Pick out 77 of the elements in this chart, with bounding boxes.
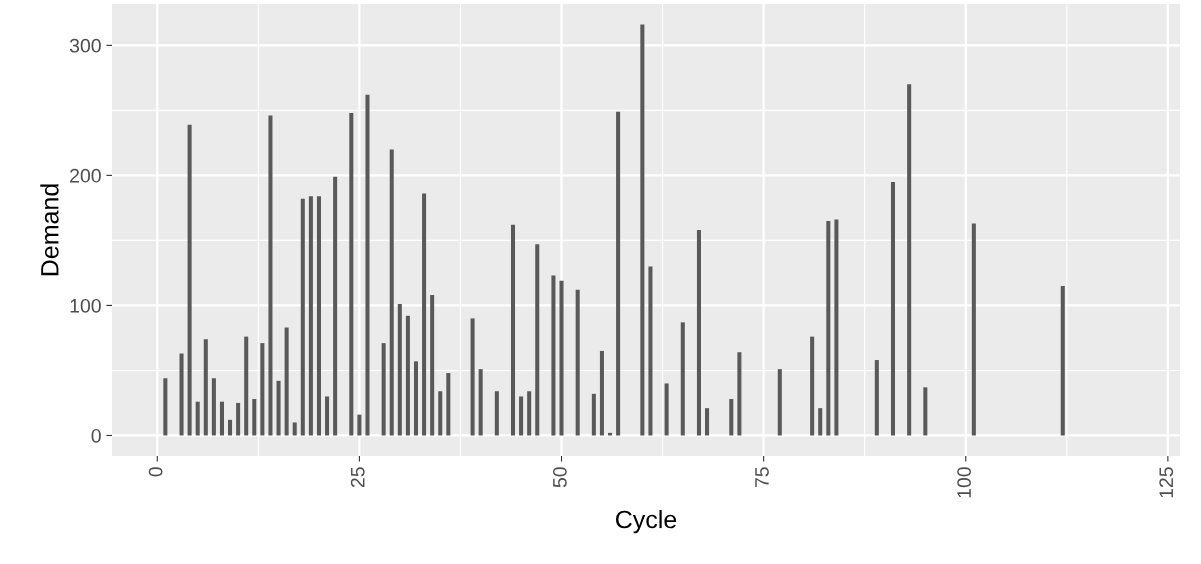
bar [510, 224, 516, 436]
bar [446, 373, 451, 436]
bar [737, 352, 742, 436]
bar [680, 322, 685, 436]
bar [276, 380, 281, 436]
y-axis-title: Demand [40, 184, 59, 276]
bar [292, 422, 297, 436]
bar [890, 181, 896, 436]
bar [203, 339, 208, 436]
bar [187, 124, 192, 436]
x-tick-label: 75 [755, 467, 769, 488]
bar [696, 230, 701, 436]
bar [430, 295, 435, 436]
bar [907, 84, 912, 436]
bar [422, 193, 427, 436]
y-tick-label: 100 [70, 298, 101, 313]
bar [971, 223, 976, 436]
bar [494, 391, 499, 436]
bar [664, 383, 669, 436]
bar [551, 275, 556, 436]
bar [834, 219, 839, 436]
bar [228, 419, 233, 436]
bar [405, 315, 410, 436]
bar [648, 266, 653, 436]
bar [478, 369, 483, 436]
bar [519, 396, 524, 436]
bar [236, 402, 241, 436]
bar [810, 336, 815, 436]
bar [163, 378, 168, 436]
y-tick-label: 0 [91, 428, 101, 443]
bar [260, 343, 265, 436]
bar [527, 391, 532, 436]
bar [874, 360, 879, 436]
bar [575, 289, 580, 436]
bar [357, 414, 362, 436]
y-tick-label: 200 [70, 168, 101, 183]
bar [777, 369, 782, 436]
bar [219, 401, 224, 436]
y-tick-label: 300 [69, 38, 101, 53]
bar [616, 111, 621, 436]
bar [389, 149, 394, 436]
bar [923, 387, 928, 436]
bar [381, 343, 386, 436]
bar [268, 115, 273, 436]
bar [325, 396, 330, 436]
bar [729, 399, 734, 436]
bar [397, 304, 402, 436]
bar [535, 244, 540, 436]
bar [559, 280, 564, 436]
bar [705, 408, 710, 436]
bar [640, 24, 645, 436]
x-tick-label: 0 [148, 467, 163, 477]
bar [818, 408, 823, 436]
x-tick-label: 50 [552, 467, 567, 488]
bar [438, 391, 443, 436]
bar [244, 336, 249, 436]
x-axis-title: Cycle [616, 509, 677, 534]
bar [284, 327, 289, 436]
x-tick-label: 100 [957, 467, 971, 498]
bar [349, 112, 354, 436]
bar [470, 318, 475, 436]
x-tick-label: 25 [350, 467, 365, 488]
bar [195, 401, 200, 436]
bar [300, 198, 305, 436]
bar [413, 361, 419, 436]
bar [333, 176, 338, 436]
bar [308, 196, 313, 436]
x-tick-label: 125 [1159, 467, 1174, 498]
bar [591, 393, 596, 436]
bar [1060, 285, 1065, 436]
bar [211, 378, 216, 436]
bar [599, 350, 604, 436]
bar [365, 94, 370, 436]
bar [316, 196, 321, 436]
bar [179, 353, 184, 436]
bar [252, 399, 257, 436]
bar [826, 220, 831, 436]
